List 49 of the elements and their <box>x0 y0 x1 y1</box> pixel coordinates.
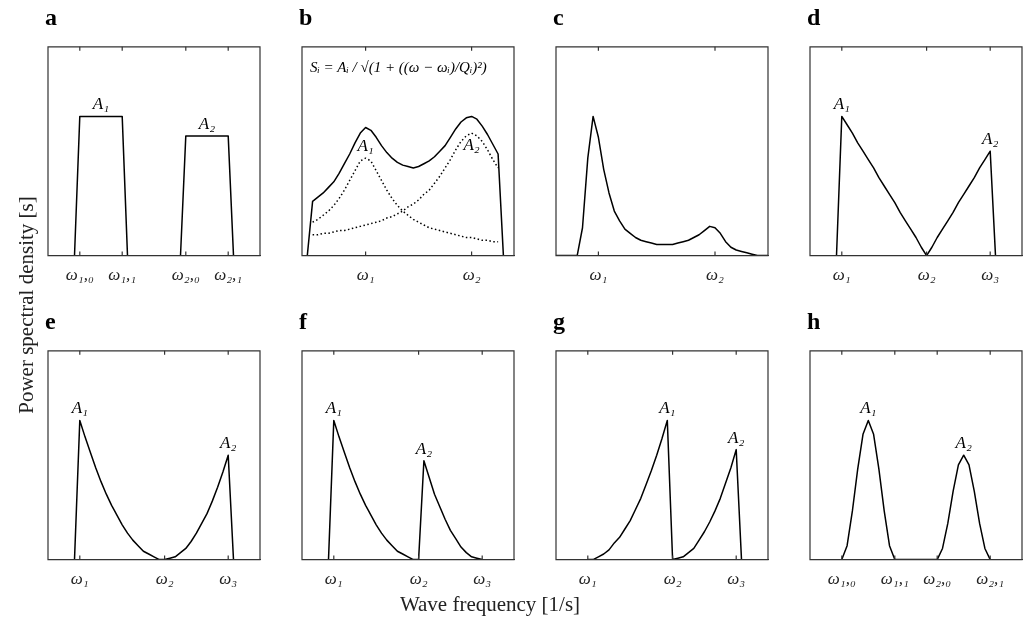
annotation: A₂ <box>219 433 237 453</box>
chart-title: b <box>299 3 313 30</box>
x-tick-label: ω₂ <box>155 569 174 589</box>
text: Sᵢ = Aᵢ / √(1 + ((ω − ωᵢ)/Qᵢ)²) <box>310 59 487 77</box>
annotation: A₁ <box>832 94 850 114</box>
annotation: A₂ <box>414 438 433 458</box>
annotation: A₁ <box>356 136 374 156</box>
x-tick-label: ω₂,₁ <box>214 265 243 285</box>
chart-title: h <box>807 307 821 334</box>
chart-title: e <box>45 307 56 334</box>
annotation: A₂ <box>981 129 999 149</box>
annotation: A₁ <box>324 398 342 418</box>
chart-title: c <box>553 3 564 30</box>
x-tick-label: ω₂,₀ <box>923 569 952 589</box>
x-tick-label: ω₃ <box>981 265 1000 285</box>
x-tick-label: ω₁ <box>589 265 608 285</box>
annotation: A₁ <box>70 398 88 418</box>
chart-title: f <box>299 307 308 334</box>
annotation: A₁ <box>658 398 676 418</box>
x-tick-label: ω₃ <box>473 569 492 589</box>
annotation: A₂ <box>727 427 745 447</box>
annotation: A₂ <box>954 433 972 453</box>
x-tick-label: ω₂ <box>663 569 682 589</box>
x-tick-label: ω₁ <box>832 265 851 285</box>
x-tick-label: ω₁,₁ <box>108 265 137 285</box>
x-tick-label: ω₁,₁ <box>880 569 909 589</box>
chart-title: a <box>45 3 57 30</box>
x-tick-label: ω₂ <box>462 265 481 285</box>
x-axis-title: Wave frequency [1/s] <box>399 591 581 617</box>
x-tick-label: ω₂,₀ <box>171 265 200 285</box>
x-tick-label: ω₁,₀ <box>827 569 856 589</box>
annotation: A₁ <box>859 398 877 418</box>
annotation: A₂ <box>197 113 216 133</box>
x-tick-label: ω₃ <box>219 569 238 589</box>
y-axis-title: Power spectral density [s] <box>13 196 39 414</box>
annotation: A₁ <box>91 94 110 114</box>
x-tick-label: ω₂,₁ <box>976 569 1005 589</box>
x-tick-label: ω₃ <box>727 569 746 589</box>
annotation: A₂ <box>462 135 480 155</box>
chart-title: d <box>807 3 821 30</box>
chart-title: g <box>553 307 565 334</box>
x-tick-label: ω₁ <box>578 569 597 589</box>
x-tick-label: ω₂ <box>706 265 725 285</box>
x-tick-label: ω₁ <box>356 265 375 285</box>
x-tick-label: ω₂ <box>409 569 428 589</box>
x-tick-label: ω₂ <box>917 265 936 285</box>
x-tick-label: ω₁ <box>324 569 343 589</box>
x-tick-label: ω₁,₀ <box>65 265 94 285</box>
x-tick-label: ω₁ <box>70 569 89 589</box>
